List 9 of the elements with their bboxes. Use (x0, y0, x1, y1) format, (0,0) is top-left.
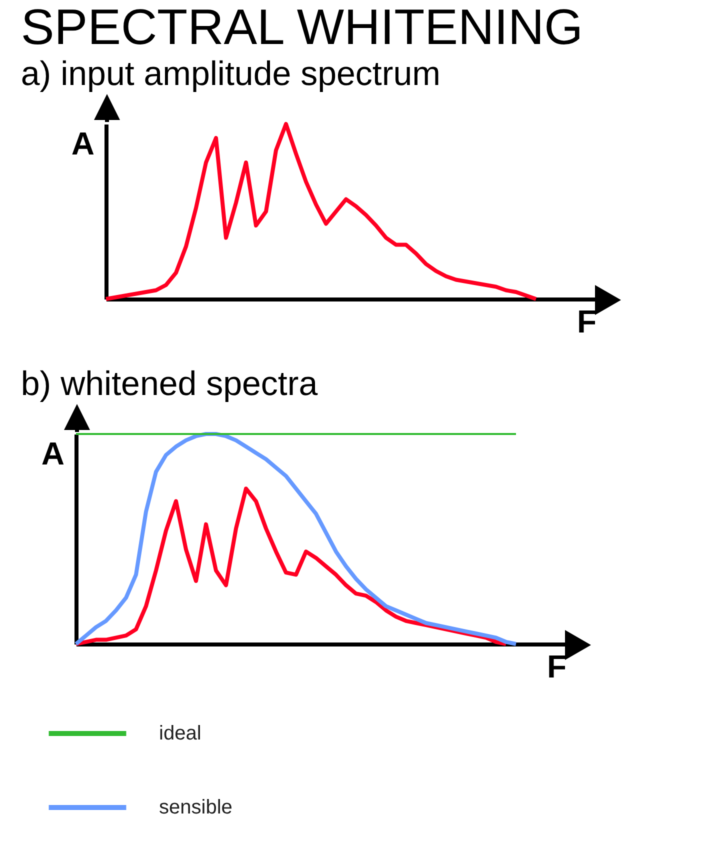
legend-label: ideal (159, 722, 202, 744)
x-axis-title: F (546, 648, 566, 684)
chart-title: SPECTRAL WHITENING (20, 0, 583, 55)
x-axis-title: F (576, 304, 596, 340)
y-axis-title: A (41, 436, 64, 472)
y-axis-title: A (71, 126, 94, 162)
chart-subtitle: a) input amplitude spectrum (20, 55, 440, 93)
legend-label: sensible (159, 796, 232, 818)
chart-title: b) whitened spectra (20, 365, 318, 403)
